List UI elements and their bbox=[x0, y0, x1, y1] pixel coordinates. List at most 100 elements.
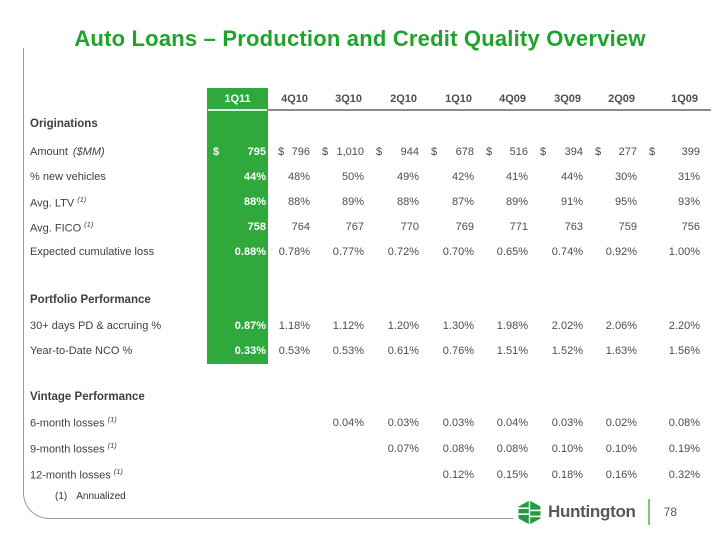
cell-3q10: $1,010 bbox=[312, 147, 366, 158]
currency-symbol: $ bbox=[431, 146, 438, 158]
cell-2q09: 0.16% bbox=[605, 468, 637, 481]
cell-1q09: 2.20% bbox=[668, 320, 700, 332]
cell-4q09: 0.15% bbox=[496, 468, 528, 481]
cell-2q09: 30% bbox=[614, 171, 637, 183]
cell-1q09: 0.08% bbox=[668, 416, 700, 429]
cell-2q10: 88% bbox=[396, 196, 419, 208]
cell-2q10: 1.20% bbox=[387, 320, 419, 332]
page-number: 78 bbox=[663, 505, 677, 519]
cell-1q10: 769 bbox=[455, 221, 474, 233]
cell-3q10: 0.04% bbox=[332, 416, 364, 429]
cell-1q11: $795 bbox=[207, 147, 268, 158]
row-label-text: 9-month losses bbox=[30, 443, 105, 456]
cell-value: 795 bbox=[247, 146, 266, 158]
cell-3q09: 1.52% bbox=[551, 345, 583, 357]
section-title: Vintage Performance bbox=[30, 391, 145, 404]
table-row: 6-month losses (1) 0.04% 0.03% 0.03% 0.04% 0.0… bbox=[30, 410, 711, 436]
column-header-1q09: 1Q09 bbox=[671, 92, 698, 105]
cell-value: 944 bbox=[400, 146, 419, 158]
cell-2q09: $277 bbox=[585, 147, 639, 158]
currency-symbol: $ bbox=[376, 146, 383, 158]
cell-1q10: 42% bbox=[451, 171, 474, 183]
footnote-reference: (1) bbox=[84, 219, 94, 229]
row-label: 9-month losses (1) bbox=[30, 442, 207, 456]
table-row: % new vehicles 44% 48% 50% 49% 42% 41% 44% 30% 31… bbox=[30, 165, 711, 190]
cell-3q09: 2.02% bbox=[551, 320, 583, 332]
cell-value: 678 bbox=[455, 146, 474, 158]
table-row: 9-month losses (1) 0.07% 0.08% 0.08% 0.10% 0.1… bbox=[30, 436, 711, 462]
column-header-4q09: 4Q09 bbox=[499, 92, 526, 105]
footnote-text: Annualized bbox=[76, 491, 126, 502]
cell-4q10: 48% bbox=[287, 171, 310, 183]
quarterly-data-table: 1Q11 4Q10 3Q10 2Q10 1Q10 4Q09 3Q09 2Q09 1Q09 Ori… bbox=[30, 88, 711, 488]
cell-4q10: $796 bbox=[268, 147, 312, 158]
column-header-3q09: 3Q09 bbox=[554, 92, 581, 105]
table-row: Amount ($MM) $795 $796 $1,010 $944 $678 $516 $39… bbox=[30, 140, 711, 165]
cell-3q09: 0.03% bbox=[551, 416, 583, 429]
section-spacer bbox=[30, 364, 711, 386]
cell-3q10: 1.12% bbox=[332, 320, 364, 332]
table-header-underline-highlight bbox=[208, 109, 267, 111]
cell-4q09: $516 bbox=[476, 147, 530, 158]
section-header-row: Vintage Performance bbox=[30, 386, 711, 410]
cell-4q09: 0.04% bbox=[496, 416, 528, 429]
cell-2q10: $944 bbox=[366, 147, 421, 158]
currency-symbol: $ bbox=[595, 146, 602, 158]
cell-2q10: 0.03% bbox=[387, 416, 419, 429]
cell-1q10: 0.08% bbox=[442, 442, 474, 455]
cell-4q10: 0.53% bbox=[278, 345, 310, 357]
cell-4q10: 764 bbox=[291, 221, 310, 233]
cell-1q11: 758 bbox=[247, 221, 266, 233]
cell-4q09: 771 bbox=[509, 221, 528, 233]
cell-1q10: 0.03% bbox=[442, 416, 474, 429]
cell-1q09: 1.00% bbox=[668, 246, 700, 258]
cell-3q09: 763 bbox=[564, 221, 583, 233]
currency-symbol: $ bbox=[486, 146, 493, 158]
cell-4q09: 89% bbox=[505, 196, 528, 208]
cell-3q10: 767 bbox=[345, 221, 364, 233]
row-label: 30+ days PD & accruing % bbox=[30, 321, 207, 332]
cell-2q10: 0.07% bbox=[387, 442, 419, 455]
footnote-marker: (1) bbox=[55, 491, 68, 502]
table-row: 30+ days PD & accruing % 0.87% 1.18% 1.12% 1… bbox=[30, 314, 711, 339]
cell-value: 796 bbox=[291, 146, 310, 158]
cell-1q11: 88% bbox=[243, 196, 266, 208]
cell-value: 277 bbox=[618, 146, 637, 158]
table-row: 12-month losses (1) 0.12% 0.15% 0.18% 0.16% 0.… bbox=[30, 462, 711, 488]
cell-3q09: 0.18% bbox=[551, 468, 583, 481]
row-label-text: Avg. LTV bbox=[30, 197, 75, 210]
footnote-reference: (1) bbox=[77, 194, 87, 204]
row-label: Avg. LTV (1) bbox=[30, 194, 207, 210]
column-header-1q10: 1Q10 bbox=[445, 92, 472, 105]
cell-2q10: 770 bbox=[400, 221, 419, 233]
row-label-text: Avg. FICO bbox=[30, 222, 82, 235]
section-title: Portfolio Performance bbox=[30, 293, 151, 306]
cell-3q09: 0.10% bbox=[551, 442, 583, 455]
row-label-text: Amount bbox=[30, 146, 68, 158]
cell-2q09: 0.10% bbox=[605, 442, 637, 455]
row-label-text: Expected cumulative loss bbox=[30, 246, 155, 258]
table-row: Year-to-Date NCO % 0.33% 0.53% 0.53% 0.61% 0.… bbox=[30, 339, 711, 364]
cell-value: 1,010 bbox=[336, 146, 364, 158]
row-label-text: % new vehicles bbox=[30, 171, 106, 183]
page-title: Auto Loans – Production and Credit Quali… bbox=[74, 26, 646, 51]
cell-3q09: 0.74% bbox=[551, 246, 583, 258]
row-label: 6-month losses (1) bbox=[30, 416, 207, 430]
cell-4q09: 1.51% bbox=[496, 345, 528, 357]
cell-2q10: 0.61% bbox=[387, 345, 419, 357]
row-label-text: 12-month losses bbox=[30, 469, 111, 482]
table-header-underline bbox=[207, 109, 711, 111]
row-label: Expected cumulative loss bbox=[30, 247, 207, 258]
cell-3q09: $394 bbox=[530, 147, 585, 158]
footnote-reference: (1) bbox=[107, 415, 117, 425]
row-label: % new vehicles bbox=[30, 172, 207, 183]
column-header-3q10: 3Q10 bbox=[335, 92, 362, 105]
cell-1q10: 1.30% bbox=[442, 320, 474, 332]
section-title: Originations bbox=[30, 118, 98, 131]
cell-1q10: 0.70% bbox=[442, 246, 474, 258]
cell-value: 394 bbox=[564, 146, 583, 158]
table-row: Avg. FICO (1) 758 764 767 770 769 771 763 759 756 bbox=[30, 215, 711, 240]
cell-4q10: 0.78% bbox=[278, 246, 310, 258]
cell-1q09: 1.56% bbox=[668, 345, 700, 357]
